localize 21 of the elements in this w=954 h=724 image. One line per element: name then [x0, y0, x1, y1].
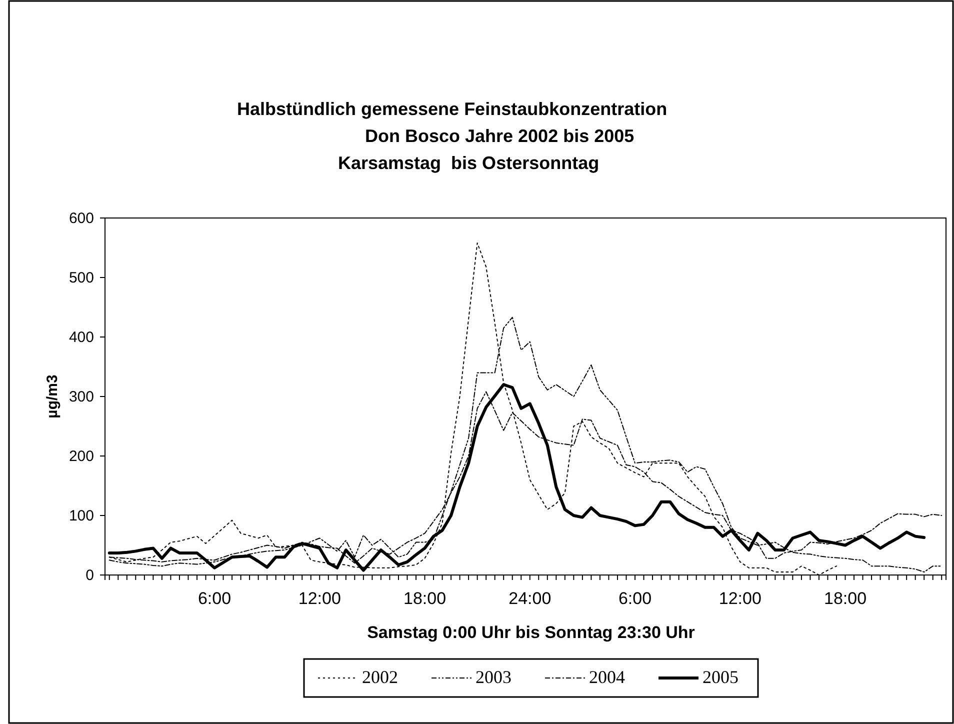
y-tick-label: 600 [68, 210, 94, 227]
y-tick-label: 100 [68, 507, 94, 524]
chart-title: Halbstündlich gemessene Feinstaubkonzentration Don Bosco Jahre 2002 bis 2005 Karsamstag bis Ostersonntag [237, 99, 668, 173]
y-tick-label: 400 [68, 328, 94, 346]
x-tick-label: 12:00 [718, 589, 762, 608]
legend-label: 2004 [589, 667, 625, 687]
x-axis-title: Samstag 0:00 Uhr bis Sonntag 23:30 Uhr [367, 623, 696, 642]
y-tick-label: 200 [68, 448, 94, 465]
y-axis-title: µg/m3 [44, 374, 61, 418]
x-tick-label: 24:00 [508, 589, 552, 608]
x-tick-label: 18:00 [403, 589, 446, 608]
x-tick-label: 12:00 [298, 589, 341, 608]
x-tick-label: 18:00 [824, 589, 867, 608]
legend-label: 2002 [362, 667, 398, 687]
x-tick-label: 6:00 [198, 589, 232, 608]
y-tick-label: 500 [68, 269, 94, 286]
x-tick-label: 6:00 [618, 589, 652, 608]
y-tick-label: 0 [86, 566, 94, 584]
y-tick-label: 300 [68, 388, 94, 406]
legend-label: 2005 [702, 667, 738, 687]
legend-label: 2003 [476, 667, 512, 687]
